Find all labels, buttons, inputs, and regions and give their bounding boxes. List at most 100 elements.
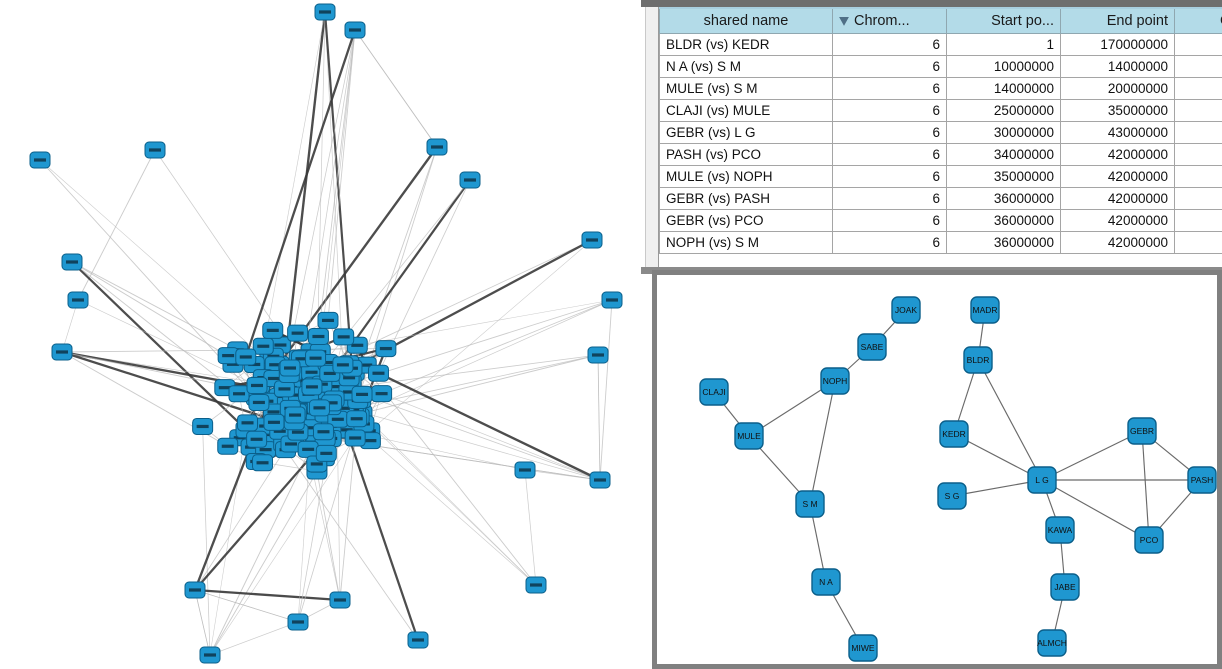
cell-start[interactable]: 1 <box>946 33 1061 56</box>
full-network-edge[interactable] <box>209 621 299 656</box>
subnetwork-node-shape[interactable] <box>811 568 841 596</box>
edge-table[interactable]: shared name Chrom... Start po... End poi… <box>659 7 1222 254</box>
full-network-edge[interactable] <box>297 416 360 623</box>
subnetwork-node[interactable]: S M <box>795 490 825 518</box>
full-network-edge[interactable] <box>315 29 356 359</box>
full-network-edge[interactable] <box>71 261 247 431</box>
subnetwork-node[interactable]: SABE <box>857 333 887 361</box>
full-network-edge[interactable] <box>524 469 537 586</box>
full-network-edge[interactable] <box>194 588 341 602</box>
full-network-edge[interactable] <box>335 179 471 367</box>
full-network-edge[interactable] <box>377 372 601 482</box>
subnetwork-node-shape[interactable] <box>1050 573 1080 601</box>
full-network-edge[interactable] <box>381 393 601 481</box>
cell-chrom[interactable]: 6 <box>832 77 947 100</box>
cell-genetic[interactable]: 16.9 <box>1174 121 1222 144</box>
full-network-edge[interactable] <box>209 429 247 656</box>
cell-chrom[interactable]: 6 <box>832 209 947 232</box>
column-header-chromosome[interactable]: Chrom... <box>832 7 947 34</box>
cell-end[interactable]: 42000000 <box>1060 143 1175 166</box>
full-network-edge[interactable] <box>599 299 613 481</box>
subnetwork-edge[interactable] <box>951 479 1043 497</box>
full-network-edge[interactable] <box>351 299 613 384</box>
subnetwork-node-shape[interactable] <box>1127 417 1157 445</box>
table-row[interactable]: CLAJI (vs) MULE625000000350000005.9 <box>659 99 1222 122</box>
subnetwork-node-shape[interactable] <box>1027 466 1057 494</box>
subnetwork-node-shape[interactable] <box>1187 466 1217 494</box>
table-viewport[interactable]: shared name Chrom... Start po... End poi… <box>645 7 1222 267</box>
subnetwork-node-shape[interactable] <box>820 367 850 395</box>
cell-chrom[interactable]: 6 <box>832 187 947 210</box>
full-network-edge[interactable] <box>303 29 356 364</box>
full-network-edge[interactable] <box>361 354 599 414</box>
cell-start[interactable]: 36000000 <box>946 209 1061 232</box>
cell-genetic[interactable]: 11.4 <box>1174 143 1222 166</box>
subnetwork-node[interactable]: ALMCH <box>1037 629 1067 657</box>
subnetwork-node-shape[interactable] <box>939 420 969 448</box>
full-network-svg[interactable] <box>0 0 640 669</box>
full-network-edge[interactable] <box>319 29 356 352</box>
full-network-edge[interactable] <box>244 29 357 358</box>
cell-chrom[interactable]: 6 <box>832 55 947 78</box>
column-header-end-point[interactable]: End point <box>1060 7 1175 34</box>
cell-shared-name[interactable]: GEBR (vs) L G <box>659 121 833 144</box>
cell-start[interactable]: 14000000 <box>946 77 1061 100</box>
subnetwork-svg[interactable]: JOAK SABE NOPH CLAJI MULE S M N A MIWE MADR BLDR K… <box>657 275 1217 664</box>
edge-table-panel[interactable]: shared name Chrom... Start po... End poi… <box>641 0 1222 274</box>
cell-genetic[interactable]: 8.4 <box>1174 209 1222 232</box>
cell-end[interactable]: 42000000 <box>1060 165 1175 188</box>
table-row[interactable]: GEBR (vs) L G6300000004300000016.9 <box>659 121 1222 144</box>
table-row[interactable]: BLDR (vs) KEDR61170000000192.0 <box>659 33 1222 56</box>
table-row[interactable]: GEBR (vs) PCO636000000420000008.4 <box>659 209 1222 232</box>
cell-genetic[interactable]: 192.0 <box>1174 33 1222 56</box>
subnetwork-edge[interactable] <box>1141 430 1150 541</box>
subnetwork-node-shape[interactable] <box>963 346 993 374</box>
subnetwork-node[interactable]: PASH <box>1187 466 1217 494</box>
full-network-edge[interactable] <box>327 29 356 321</box>
full-network-edge[interactable] <box>320 299 613 353</box>
full-network-edge[interactable] <box>283 29 356 381</box>
full-network-edge[interactable] <box>323 11 354 369</box>
cell-start[interactable]: 34000000 <box>946 143 1061 166</box>
full-network-edge[interactable] <box>202 426 211 656</box>
cell-end[interactable]: 35000000 <box>1060 99 1175 122</box>
full-network-edge[interactable] <box>316 470 341 601</box>
full-network-edge[interactable] <box>61 299 79 353</box>
cell-chrom[interactable]: 6 <box>832 33 947 56</box>
cell-start[interactable]: 10000000 <box>946 55 1061 78</box>
full-network-edge[interactable] <box>324 11 344 365</box>
cell-shared-name[interactable]: PASH (vs) PCO <box>659 143 833 166</box>
table-body[interactable]: BLDR (vs) KEDR61170000000192.0N A (vs) S… <box>659 33 1222 254</box>
cell-start[interactable]: 25000000 <box>946 99 1061 122</box>
subnetwork-node-shape[interactable] <box>795 490 825 518</box>
subnetwork-node[interactable]: S G <box>937 482 967 510</box>
column-header-genetic[interactable]: Genetic... <box>1174 7 1222 34</box>
table-row[interactable]: MULE (vs) NOPH6350000004200000010.5 <box>659 165 1222 188</box>
column-header-start-point[interactable]: Start po... <box>946 7 1061 34</box>
table-row[interactable]: N A (vs) S M610000000140000006.6 <box>659 55 1222 78</box>
subnetwork-node[interactable]: PCO <box>1134 526 1164 554</box>
cell-end[interactable]: 42000000 <box>1060 209 1175 232</box>
full-network-edge[interactable] <box>361 413 537 586</box>
cell-shared-name[interactable]: CLAJI (vs) MULE <box>659 99 833 122</box>
subnetwork-node[interactable]: L G <box>1027 466 1057 494</box>
cell-genetic[interactable]: 7.5 <box>1174 77 1222 100</box>
subnetwork-node-shape[interactable] <box>734 422 764 450</box>
subnetwork-node-shape[interactable] <box>848 634 878 662</box>
full-network-edge[interactable] <box>282 11 327 381</box>
sort-descending-icon[interactable] <box>839 17 849 26</box>
cell-start[interactable]: 30000000 <box>946 121 1061 144</box>
cell-end[interactable]: 14000000 <box>1060 55 1175 78</box>
cell-genetic[interactable]: 10.5 <box>1174 165 1222 188</box>
cell-end[interactable]: 43000000 <box>1060 121 1175 144</box>
cell-shared-name[interactable]: GEBR (vs) PASH <box>659 187 833 210</box>
full-network-canvas[interactable] <box>0 0 640 669</box>
subnetwork-node[interactable]: KAWA <box>1045 516 1075 544</box>
subnetwork-node[interactable]: MIWE <box>848 634 878 662</box>
cell-start[interactable]: 36000000 <box>946 231 1061 254</box>
cell-chrom[interactable]: 6 <box>832 121 947 144</box>
cell-genetic[interactable]: 6.6 <box>1174 55 1222 78</box>
cell-genetic[interactable]: 5.9 <box>1174 99 1222 122</box>
cell-start[interactable]: 35000000 <box>946 165 1061 188</box>
full-network-edge[interactable] <box>339 437 356 601</box>
